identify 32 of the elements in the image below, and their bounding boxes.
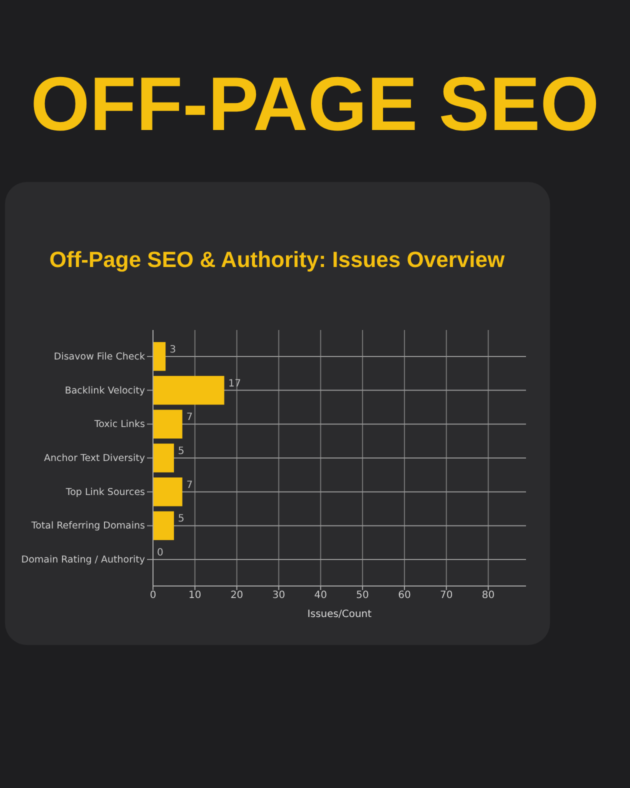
x-tick-label: 0 (150, 590, 156, 601)
y-tick-label: Disavow File Check (54, 351, 146, 362)
x-axis-title: Issues/Count (307, 609, 372, 620)
x-tick-label: 30 (272, 590, 286, 601)
x-tick-label: 70 (440, 590, 453, 601)
data-label: 3 (170, 344, 176, 356)
x-tick-label: 60 (398, 590, 411, 601)
data-label: 7 (186, 480, 193, 491)
data-label: 5 (178, 446, 184, 457)
y-tick-label: Backlink Velocity (64, 385, 146, 396)
y-tick-label: Top Link Sources (64, 486, 146, 498)
x-tick-label: 80 (482, 590, 495, 601)
bar (153, 342, 166, 371)
chart-subtitle: Off-Page SEO & Authority: Issues Overview (49, 247, 506, 272)
data-label: 17 (228, 378, 241, 390)
chart-title: OFF-PAGE SEO (30, 62, 600, 147)
x-tick-label: 40 (314, 590, 328, 601)
data-label: 7 (186, 412, 193, 424)
x-tick-label: 10 (188, 590, 202, 601)
bar (153, 477, 182, 506)
y-tick-label: Anchor Text Diversity (44, 453, 146, 464)
x-tick-label: 20 (230, 590, 244, 601)
x-tick-label: 50 (356, 590, 369, 601)
data-label: 0 (157, 548, 164, 559)
y-tick-label: Total Referring Domains (30, 520, 146, 532)
y-tick-label: Toxic Links (93, 419, 146, 430)
y-tick-label: Domain Rating / Authority (21, 554, 146, 566)
bar (153, 376, 224, 405)
bar (153, 444, 174, 472)
data-label: 5 (178, 514, 184, 525)
bar (153, 410, 182, 439)
bar (153, 511, 174, 540)
